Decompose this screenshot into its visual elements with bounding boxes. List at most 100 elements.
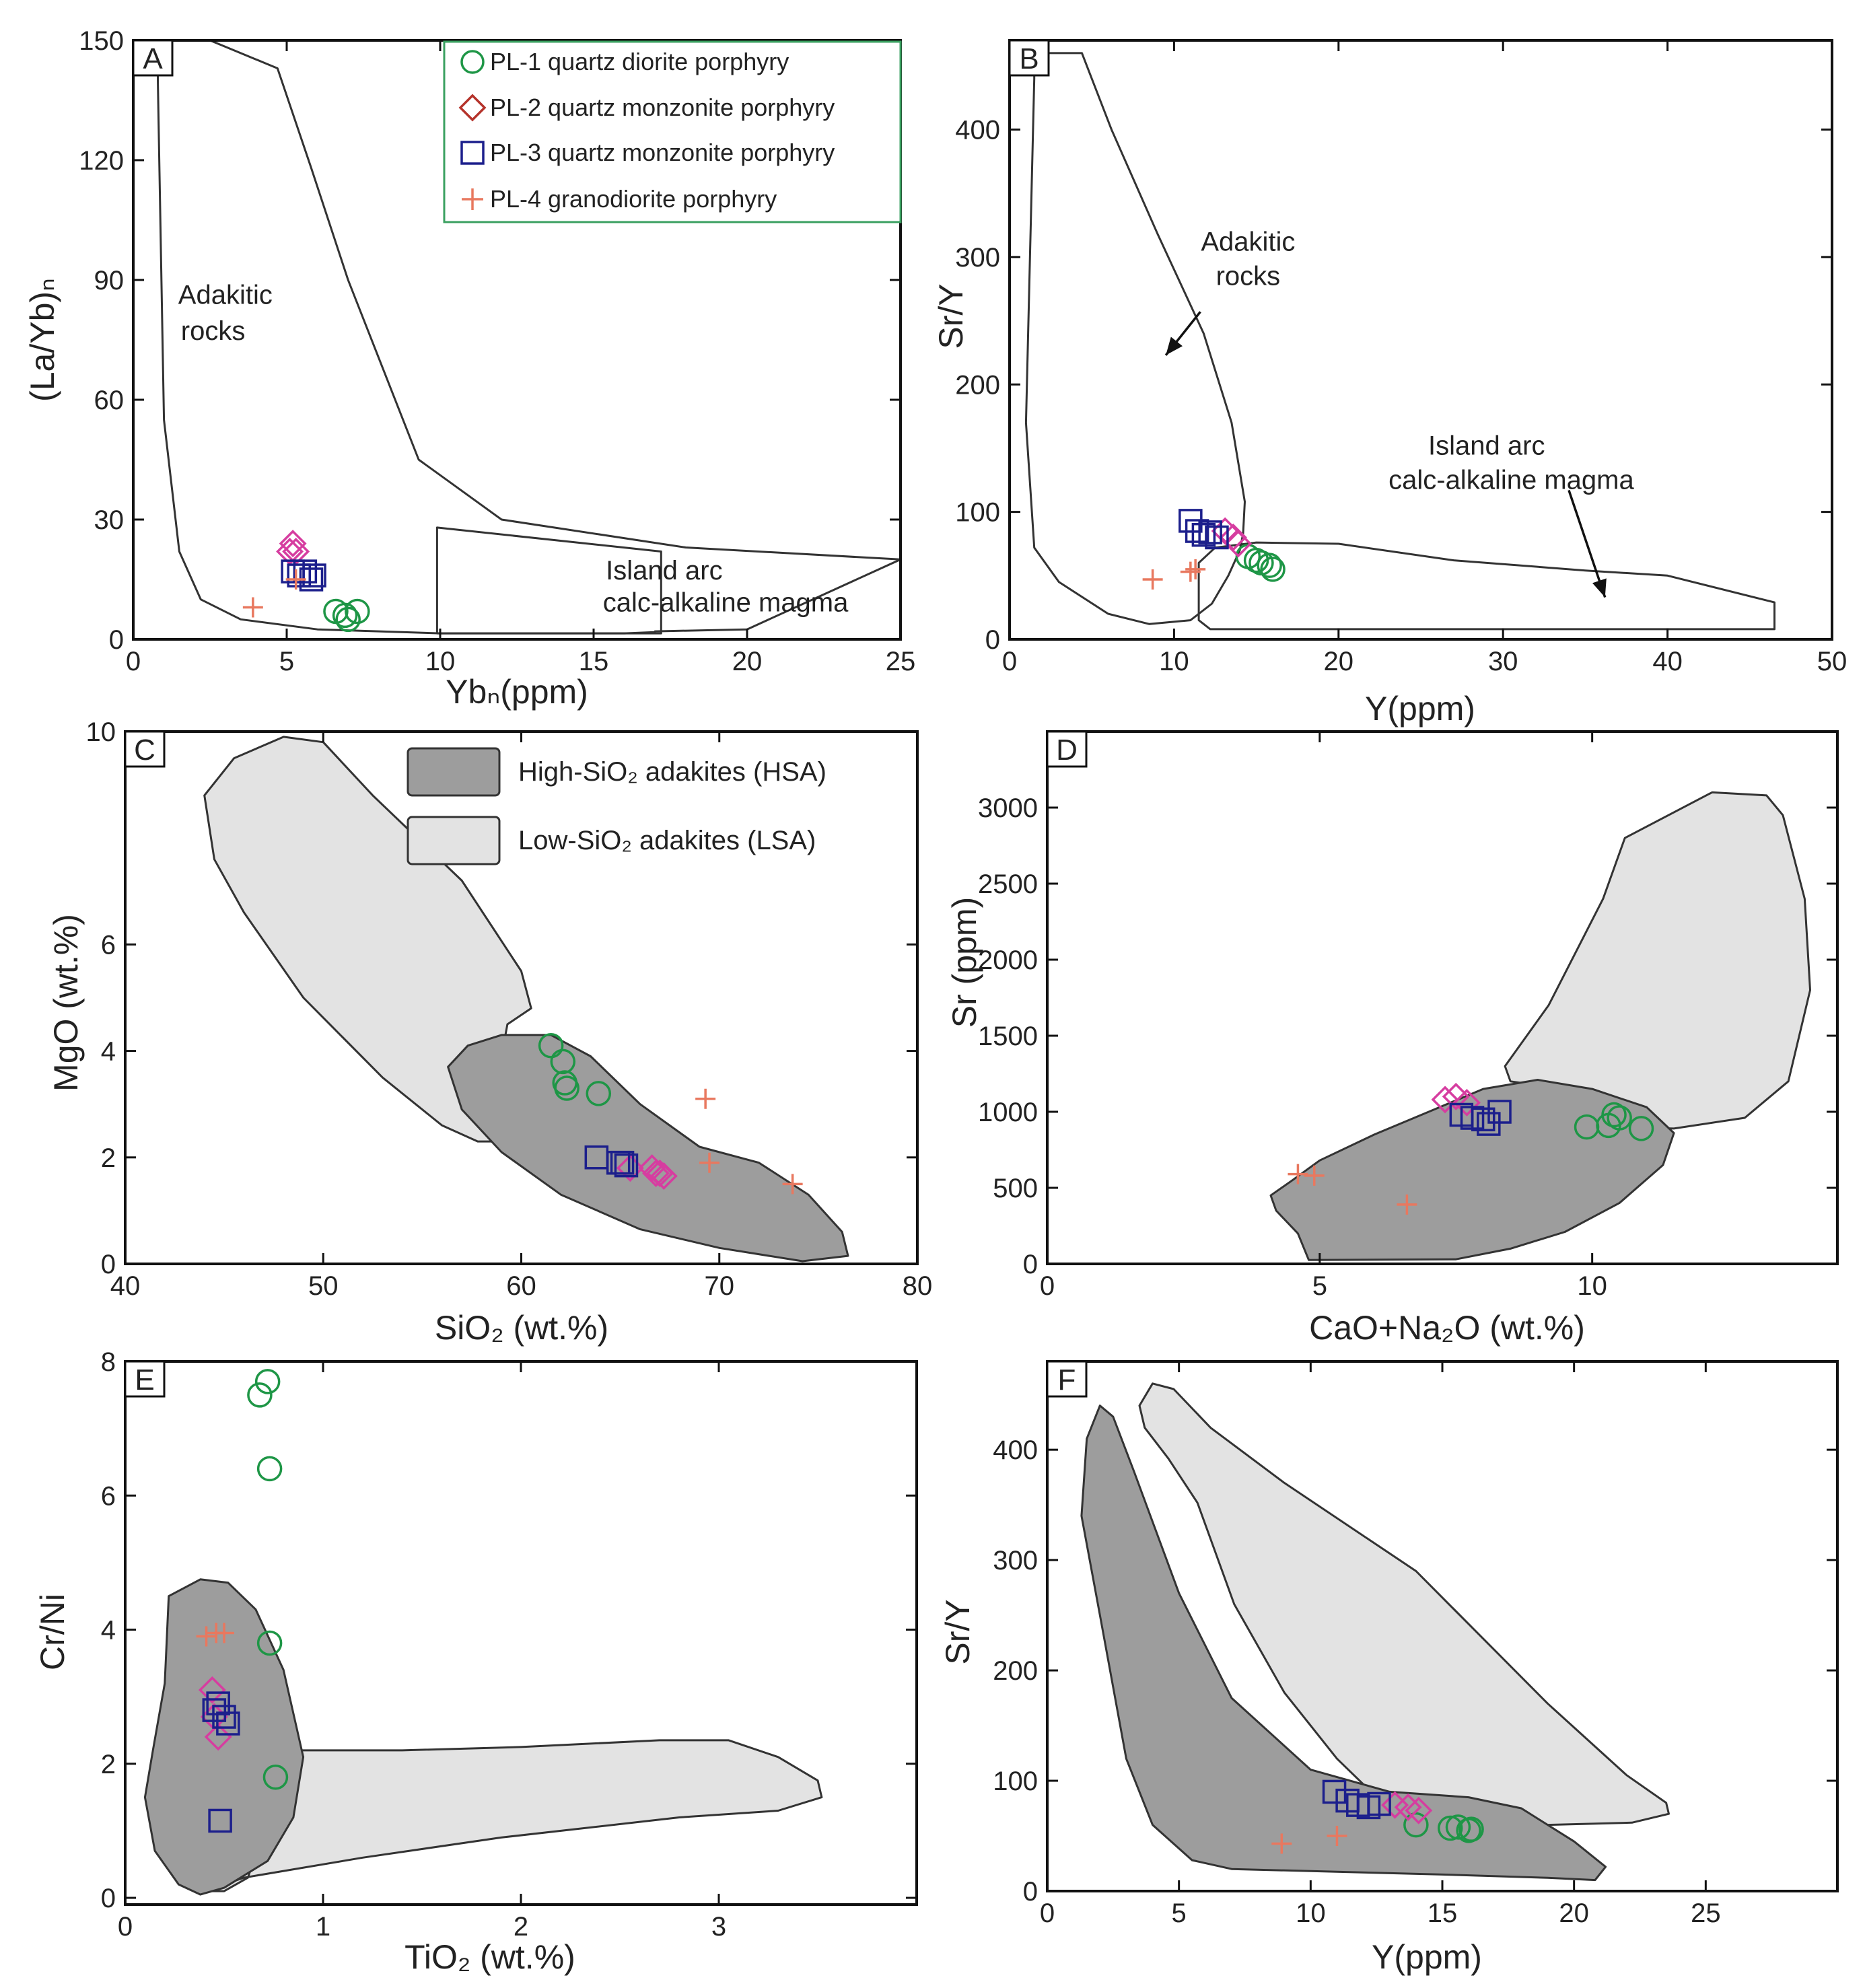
panel-f-xtick-label: 15 [1428,1898,1458,1928]
panel-c-letter-box [124,730,166,768]
panel-b-xtick-label: 40 [1652,647,1683,676]
panel-b-point-pl1 [1257,553,1282,578]
series-legend: PL-1 quartz diorite porphyry PL-2 quartz… [443,40,902,223]
legend-label-lsa: Low-SiO₂ adakites (LSA) [518,826,816,855]
panel-f-lsa-field [1138,1382,1670,1826]
panel-b-letter: B [1019,42,1039,75]
panel-d-point-pl1 [1607,1105,1632,1131]
legend-swatch-lsa [407,816,501,865]
panel-d-points [1288,1082,1654,1215]
panel-d-lsa-field [1504,791,1811,1130]
panel-f-letter: F [1058,1363,1076,1396]
panel-e-fields [143,1578,823,1896]
panel-a-island-arc-field [435,526,662,635]
panel-a-ytick-label: 60 [94,386,125,415]
panel-d-ytick-label: 3000 [978,793,1038,823]
panel-d-point-pl4 [1304,1165,1325,1186]
panel-c: MgO (wt.%) SiO₂ (wt.%) 40 50 60 70 80 0 2 4 6 10 C [47,717,932,1347]
panel-e-point-pl1 [256,1630,283,1656]
panel-d-xlabel: CaO+Na₂O (wt.%) [1309,1309,1585,1347]
panel-e-letter-box [124,1360,166,1398]
panel-f-ytick-label: 200 [993,1656,1038,1686]
panel-d-ytick-label: 1500 [978,1022,1038,1051]
panel-f-letter-box [1046,1360,1088,1398]
panel-d-point-pl1 [1628,1116,1654,1141]
panel-c-points [538,1032,803,1195]
panel-b-ytick-label: 200 [955,370,1000,400]
panel-c-hsa-field [447,1034,849,1263]
panel-b-arrow-head [1592,578,1607,598]
panel-b-xtick-label: 0 [1002,647,1017,676]
panel-d-ytick-label: 1000 [978,1098,1038,1127]
panel-a-region-label: rocks [181,316,246,346]
panel-d-ytick-label: 2000 [978,946,1038,975]
legend-marker-pl3 [460,141,485,165]
panel-b-point-pl1 [1260,557,1286,582]
legend-marker-pl1 [460,50,485,74]
panel-b-points [1142,509,1286,590]
panel-f-point-pl4 [1327,1826,1347,1847]
panel-b-xtick-label: 20 [1324,647,1354,676]
panel-e-ylabel: Cr/Ni [34,1594,71,1670]
panel-c-xtick-label: 50 [308,1271,339,1301]
panel-f-ytick-label: 100 [993,1767,1038,1796]
panel-b-arrow-line [1568,489,1607,598]
panel-c-point-pl2 [649,1162,678,1190]
panel-d-ylabel: Sr (ppm) [946,897,983,1028]
panel-f-point-pl4 [1271,1833,1292,1854]
panel-b-xtick-label: 10 [1159,647,1189,676]
panel-c-point-pl2 [642,1160,670,1188]
panel-b-point-pl2 [1224,530,1253,558]
panel-c-ytick-label: 0 [101,1250,116,1279]
panel-b-region-label: Adakitic [1201,227,1295,256]
panel-b-arrow-head [1166,336,1183,355]
panel-c-ytick-label: 4 [101,1037,116,1067]
panel-e-point-pl1 [262,1764,289,1790]
legend-marker-pl4 [462,188,483,210]
panel-c-ylabel: MgO (wt.%) [47,914,85,1092]
panel-a-ytick-label: 150 [79,26,124,56]
panel-f-point-pl2 [1405,1796,1433,1824]
panel-f-xtick-label: 5 [1172,1898,1187,1928]
panel-f-xtick-label: 20 [1559,1898,1589,1928]
panel-f-ytick-label: 300 [993,1546,1038,1575]
panel-a-point-pl4 [285,569,306,590]
panel-b-point-pl4 [1185,559,1206,579]
panel-d-frame [1046,730,1839,1265]
panel-b-point-pl3 [1185,519,1209,543]
panel-a-fields [157,40,901,635]
panel-b-letter-box [1008,39,1050,77]
panel-f-point-pl2 [1394,1793,1422,1821]
panel-f-ylabel: Sr/Y [939,1599,977,1664]
panel-e-xtick-label: 3 [711,1912,726,1942]
panel-f-point-pl3 [1322,1779,1347,1804]
panel-e-point-pl3 [208,1808,232,1833]
panel-f-points [1271,1779,1484,1854]
panel-c-point-pl1 [586,1081,612,1106]
panel-a: (La/Yb)ₙ Ybₙ(ppm) 0 5 10 15 20 25 0 30 60 90 120 15… [24,26,915,711]
panel-a-xtick-label: 20 [732,647,763,676]
panel-e-xtick-label: 2 [514,1912,528,1942]
panel-c-point-pl2 [616,1154,644,1182]
panel-a-ytick-label: 0 [109,625,124,655]
panel-b-point-pl4 [1142,569,1163,590]
panel-b-ytick-label: 300 [955,243,1000,273]
panel-b-region-label: Island arc [1428,431,1545,460]
legend-label-pl2: PL-2 quartz monzonite porphyry [490,94,835,121]
panel-a-ytick-label: 30 [94,505,125,535]
panel-e-points [196,1369,289,1833]
panel-d-ytick-label: 0 [1023,1250,1038,1279]
panel-f-point-pl1 [1403,1812,1429,1838]
panel-d-ytick-label: 2500 [978,869,1038,899]
panel-a-xtick-label: 10 [425,647,456,676]
legend-label-pl1: PL-1 quartz diorite porphyry [490,48,789,75]
panel-b-point-pl3 [1198,520,1222,544]
panel-e-point-pl3 [212,1705,236,1729]
panel-f-point-pl3 [1367,1791,1391,1816]
panel-b-point-pl4 [1180,561,1201,582]
panel-a-point-pl1 [332,602,358,629]
panel-a-points [242,530,370,633]
panel-a-ytick-label: 90 [94,266,125,295]
panel-f-xtick-label: 10 [1296,1898,1326,1928]
panel-d-fields [1269,791,1811,1261]
